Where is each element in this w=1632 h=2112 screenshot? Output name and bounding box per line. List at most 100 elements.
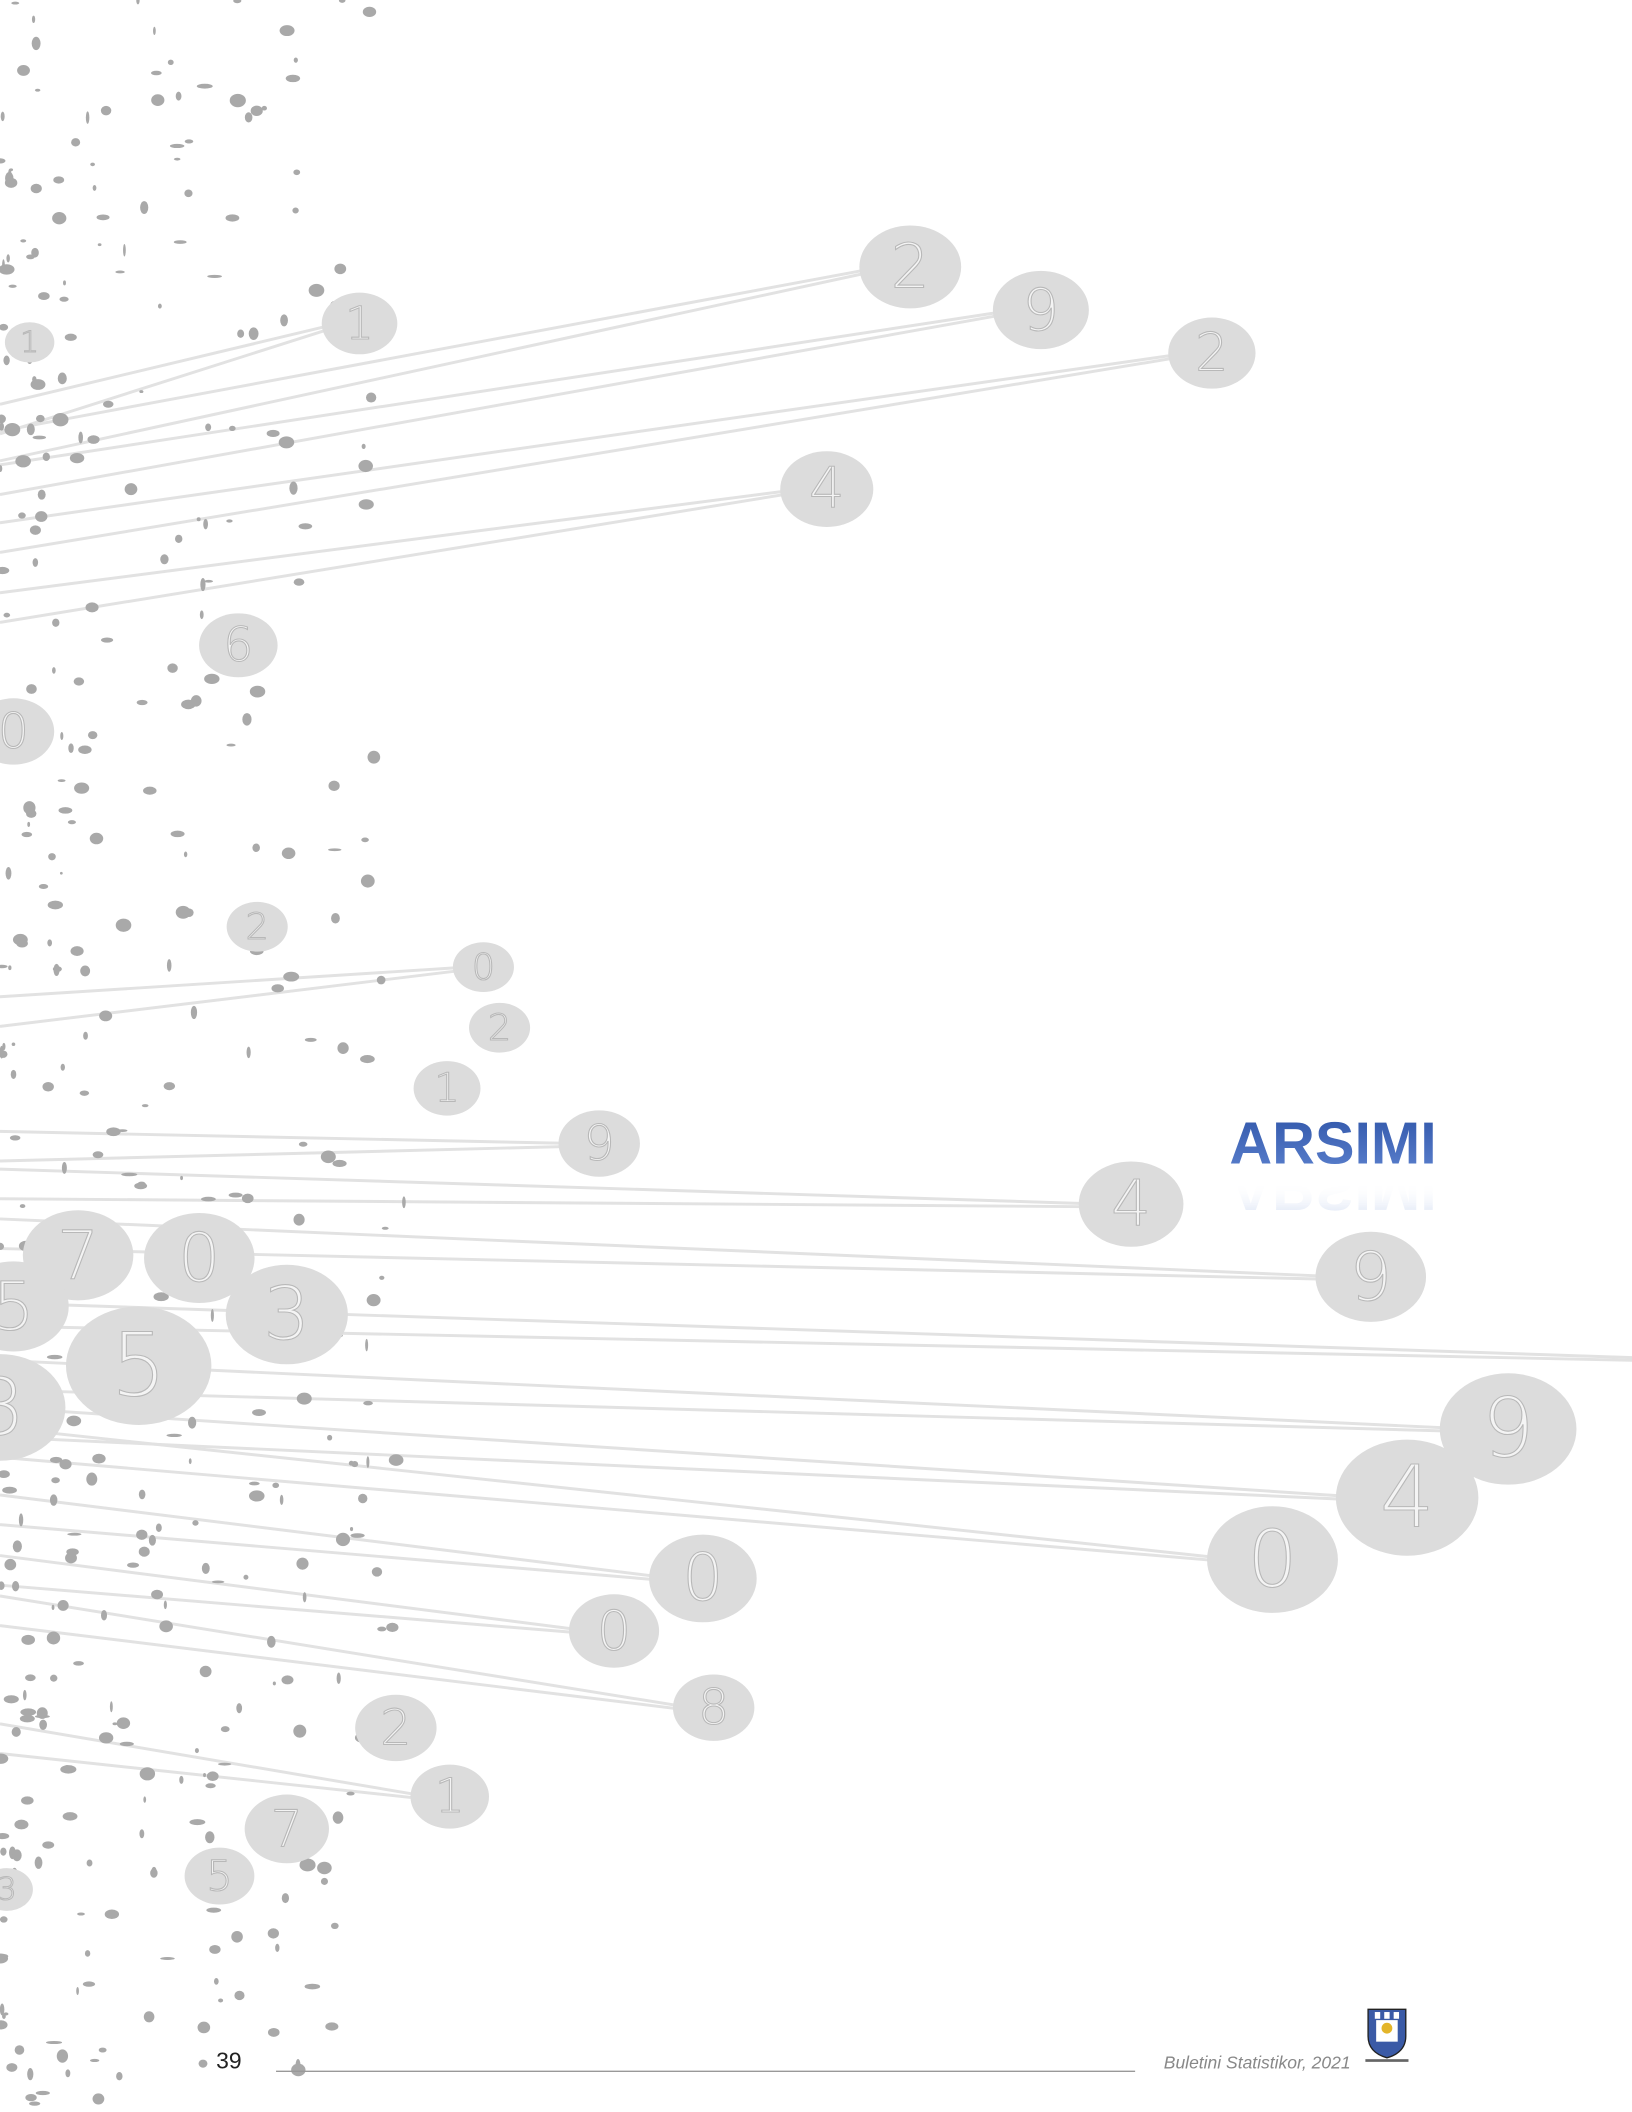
dot xyxy=(241,1193,254,1204)
dot xyxy=(87,731,98,740)
digit: 0 xyxy=(597,1599,632,1662)
dot xyxy=(266,429,280,438)
dot xyxy=(205,423,212,432)
dot xyxy=(26,423,35,436)
dot xyxy=(206,1771,219,1782)
dot xyxy=(61,1161,67,1174)
dot xyxy=(77,1912,85,1916)
connector xyxy=(0,487,802,595)
dot xyxy=(209,1945,221,1954)
dot xyxy=(337,1042,349,1055)
dot xyxy=(143,786,157,795)
dot xyxy=(71,138,81,147)
dot xyxy=(123,243,126,257)
dot xyxy=(79,1090,90,1096)
dot xyxy=(0,1470,10,1479)
dot xyxy=(134,1182,148,1190)
dot-group xyxy=(0,0,416,2106)
dot xyxy=(51,1604,55,1611)
dot xyxy=(365,392,377,403)
digit-circle xyxy=(1078,1161,1184,1247)
dot xyxy=(27,821,31,827)
dot xyxy=(31,36,41,51)
dot xyxy=(175,905,191,919)
dot xyxy=(388,1454,404,1466)
footer-text: Buletini Statistikor, 2021 xyxy=(1164,2053,1351,2073)
dot xyxy=(92,2093,105,2105)
dot xyxy=(151,1589,164,1600)
dot xyxy=(201,1196,216,1202)
dot xyxy=(18,1513,24,1527)
digit: 0 xyxy=(1247,1514,1297,1606)
dot xyxy=(289,481,298,495)
dot xyxy=(267,1928,279,1939)
dot xyxy=(173,240,187,244)
dot xyxy=(0,2020,8,2030)
dot xyxy=(11,1581,20,1592)
digit: 3 xyxy=(0,1361,25,1453)
dot xyxy=(293,169,301,176)
digit-circle xyxy=(1207,1506,1338,1613)
dot xyxy=(143,1796,147,1803)
dot xyxy=(280,314,288,327)
connector xyxy=(0,1167,1103,1206)
dot xyxy=(358,499,374,510)
dot xyxy=(233,0,242,4)
dot xyxy=(116,2072,123,2081)
dot xyxy=(0,111,5,122)
connector xyxy=(0,1405,1368,1500)
dot xyxy=(196,517,201,522)
dot xyxy=(12,1849,22,1862)
dot xyxy=(0,1916,8,1923)
dot xyxy=(46,1631,61,1645)
dot xyxy=(29,2101,41,2106)
dot xyxy=(90,162,95,167)
dot xyxy=(98,1732,114,1744)
dot xyxy=(281,847,296,860)
connector xyxy=(0,1358,1471,1431)
dot xyxy=(3,1695,19,1704)
dot xyxy=(10,1069,17,1080)
dot xyxy=(379,1275,385,1280)
digit-circle xyxy=(469,1002,531,1053)
dot xyxy=(189,1819,206,1826)
dot xyxy=(106,1127,121,1137)
dot xyxy=(377,1626,387,1632)
line-group xyxy=(0,265,1632,1801)
dot xyxy=(304,1037,317,1042)
dot xyxy=(42,1082,54,1092)
dot xyxy=(51,1477,60,1484)
dot xyxy=(367,750,381,764)
dot xyxy=(293,57,298,63)
dot xyxy=(192,1520,199,1526)
connector xyxy=(0,311,1015,496)
dot xyxy=(96,214,110,221)
dot xyxy=(199,610,204,620)
dot xyxy=(331,913,340,924)
dot xyxy=(237,329,245,338)
digit: 2 xyxy=(245,905,268,948)
dot xyxy=(332,1159,347,1168)
dot xyxy=(204,579,214,583)
dot xyxy=(173,157,181,161)
dot xyxy=(283,971,300,982)
digit-circle xyxy=(144,1212,255,1304)
dot xyxy=(139,1829,145,1839)
dot xyxy=(35,511,48,522)
dot xyxy=(246,1046,251,1059)
logo xyxy=(1365,2008,1409,2062)
dot xyxy=(35,2090,50,2096)
dot xyxy=(139,1767,156,1781)
dot xyxy=(188,1458,192,1465)
connector xyxy=(0,265,883,433)
dot xyxy=(335,1532,351,1547)
dot xyxy=(73,677,85,686)
dot xyxy=(30,379,46,390)
digit-circle xyxy=(413,1061,481,1116)
dot xyxy=(42,452,50,462)
dot xyxy=(205,1783,216,1789)
dot xyxy=(299,1858,316,1872)
digit-circle xyxy=(452,942,514,993)
dot xyxy=(0,1753,9,1764)
